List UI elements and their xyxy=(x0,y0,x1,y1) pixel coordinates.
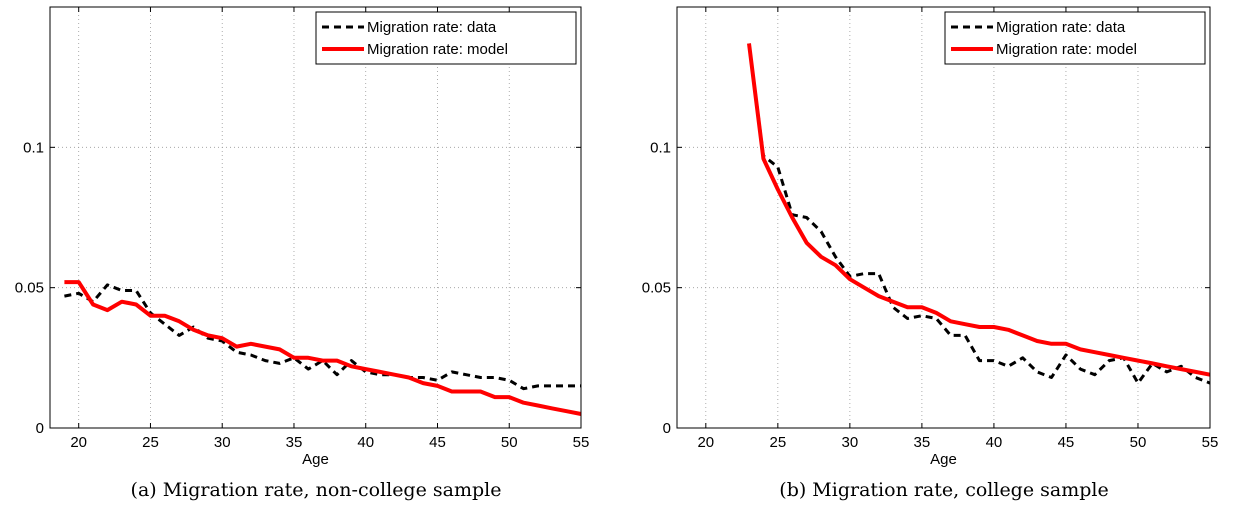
x-tick-label: 20 xyxy=(70,434,87,451)
chart-panel-a: 20 25 30 35 40 45 50 55 0 0.05 0.1 Age Migration rat… xyxy=(15,6,590,501)
legend-label: Migration rate: data xyxy=(996,19,1126,36)
x-axis-label: Age xyxy=(302,451,329,468)
legend-label: Migration rate: model xyxy=(996,41,1137,58)
x-axis-label: Age xyxy=(930,451,957,468)
y-tick-label: 0.05 xyxy=(15,280,44,297)
x-tick-label: 40 xyxy=(986,434,1003,451)
y-tick-label: 0 xyxy=(663,420,671,437)
x-tick-label: 35 xyxy=(914,434,931,451)
y-tick-label: 0.05 xyxy=(642,280,671,297)
y-tick-label: 0.1 xyxy=(650,139,671,156)
x-tick-label: 50 xyxy=(501,434,518,451)
x-tick-label: 25 xyxy=(769,434,786,451)
x-tick-label: 45 xyxy=(429,434,446,451)
x-tick-label: 40 xyxy=(357,434,374,451)
x-tick-label: 55 xyxy=(1202,434,1219,451)
legend: Migration rate: data Migration rate: mode… xyxy=(944,11,1206,65)
y-tick-label: 0.1 xyxy=(23,139,44,156)
x-tick-label: 55 xyxy=(573,434,590,451)
x-tick-label: 45 xyxy=(1058,434,1075,451)
chart-panel-b: 20 25 30 35 40 45 50 55 0 0.05 0.1 Age Migration rat… xyxy=(642,6,1219,501)
x-tick-label: 25 xyxy=(142,434,159,451)
x-tick-label: 30 xyxy=(214,434,231,451)
series-line-data xyxy=(747,43,1211,385)
x-tick-label: 30 xyxy=(842,434,859,451)
plot-frame xyxy=(49,6,582,429)
legend-label: Migration rate: model xyxy=(367,41,508,58)
figure-caption: (b) Migration rate, college sample xyxy=(779,479,1108,501)
plot-frame xyxy=(676,6,1211,429)
y-tick-label: 0 xyxy=(36,420,44,437)
figure-caption: (a) Migration rate, non-college sample xyxy=(131,479,502,501)
series-line-model xyxy=(747,43,1211,377)
x-tick-label: 20 xyxy=(697,434,714,451)
legend-label: Migration rate: data xyxy=(367,19,497,36)
x-tick-label: 50 xyxy=(1130,434,1147,451)
series-line-data xyxy=(64,283,581,391)
legend: Migration rate: data Migration rate: mode… xyxy=(315,11,577,65)
series-line-model xyxy=(64,280,582,416)
x-tick-label: 35 xyxy=(286,434,303,451)
legend-box xyxy=(944,11,1206,65)
legend-box xyxy=(315,11,577,65)
